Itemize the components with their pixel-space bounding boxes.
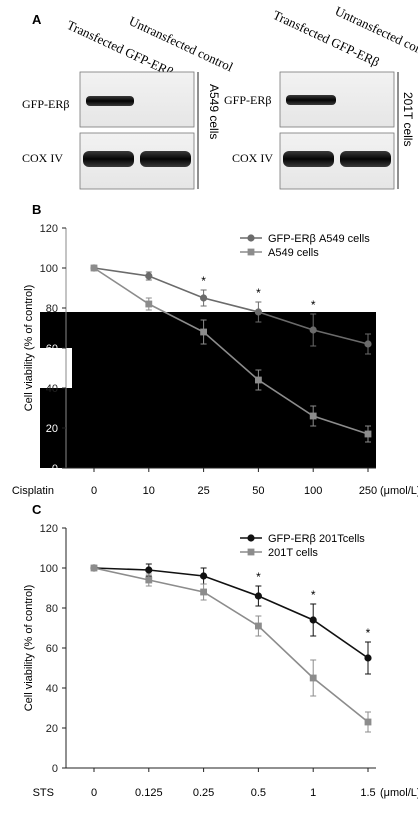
y-tick-label: 120: [40, 523, 58, 535]
blot-right: Transfected GFP-ERβ Untransfected contro…: [224, 3, 418, 190]
data-point: [309, 616, 317, 624]
panel-a-label: A: [32, 12, 42, 27]
y-tick-label: 80: [46, 603, 58, 615]
legend-label: A549 cells: [268, 247, 319, 259]
data-point: [90, 264, 98, 272]
blot-right-cellline: 201T cells: [401, 92, 415, 146]
chart-panel-c: C 0 20 40 60 80 100 120 Cell viability (% of con…: [23, 502, 418, 799]
y-tick-label: 20: [46, 423, 58, 435]
significance-marker: *: [201, 274, 206, 288]
blot-left-gfp-band: [86, 96, 134, 106]
data-point: [200, 294, 208, 302]
data-point: [145, 300, 153, 308]
significance-marker: *: [256, 570, 261, 584]
data-point: [364, 718, 372, 726]
y-axis-title: Cell viability (% of control): [23, 285, 35, 412]
series-line: [93, 267, 369, 345]
plot-fill-block: [40, 312, 376, 468]
x-tick-label: 0.125: [135, 787, 163, 799]
x-tick-label: 0.5: [251, 787, 266, 799]
data-point: [364, 340, 372, 348]
significance-marker: *: [366, 318, 371, 332]
x-axis-title: Cisplatin: [12, 485, 54, 497]
y-axis-title: Cell viability (% of control): [23, 585, 35, 712]
data-point: [200, 572, 208, 580]
y-tick-label: 100: [40, 563, 58, 575]
significance-marker: *: [256, 286, 261, 300]
data-point: [255, 622, 262, 630]
blot-right-cox-band-2: [340, 151, 391, 167]
series-line: [93, 267, 369, 435]
significance-marker: *: [311, 298, 316, 312]
legend-label: 201T cells: [268, 547, 318, 559]
y-tick-label: 40: [46, 383, 58, 395]
y-tick-label: 100: [40, 263, 58, 275]
data-point: [145, 272, 153, 280]
significance-marker: *: [311, 588, 316, 602]
data-point: [200, 588, 207, 596]
x-tick-label: 10: [143, 485, 155, 497]
legend-label: GFP-ERβ A549 cells: [268, 233, 370, 245]
y-tick-label: 60: [46, 343, 58, 355]
y-tick-label: 60: [46, 643, 58, 655]
data-point: [309, 412, 317, 420]
data-point: [364, 654, 372, 662]
x-tick-label: 1: [310, 787, 316, 799]
data-point: [200, 328, 207, 336]
x-tick-label: 25: [197, 485, 209, 497]
data-point: [90, 564, 98, 572]
y-tick-label: 0: [52, 763, 58, 775]
blot-right-cox-band-1: [283, 151, 334, 167]
legend-swatch-marker: [247, 534, 255, 542]
data-point: [255, 376, 262, 384]
x-tick-label: 1.5: [360, 787, 375, 799]
y-tick-label: 20: [46, 723, 58, 735]
data-point: [145, 566, 153, 574]
x-tick-label: 50: [252, 485, 264, 497]
blot-right-gfp-band: [286, 95, 336, 105]
y-tick-label: 40: [46, 683, 58, 695]
blot-right-row1-label: GFP-ERβ: [224, 93, 271, 107]
x-axis-unit: (μmol/L): [380, 485, 418, 497]
x-tick-label: 250: [359, 485, 377, 497]
data-point: [309, 674, 317, 682]
x-tick-label: 100: [304, 485, 322, 497]
plot-fill-gap: [40, 348, 72, 388]
blot-left-row1-label: GFP-ERβ: [22, 97, 69, 111]
y-tick-label: 120: [40, 223, 58, 235]
blot-right-row2-label: COX IV: [232, 151, 273, 165]
blot-left-cox-band-1: [83, 151, 134, 167]
x-tick-label: 0.25: [193, 787, 214, 799]
significance-marker: *: [366, 626, 371, 640]
data-point: [145, 576, 153, 584]
panel-label: B: [32, 202, 41, 217]
y-tick-label: 80: [46, 303, 58, 315]
blot-left-cellline: A549 cells: [207, 84, 221, 139]
legend-swatch-marker: [247, 248, 255, 256]
x-tick-label: 0: [91, 485, 97, 497]
x-tick-label: 0: [91, 787, 97, 799]
blot-left: Transfected GFP-ERβ Untransfected contro…: [22, 13, 236, 190]
x-axis-title: STS: [33, 787, 54, 799]
blot-left-row2-label: COX IV: [22, 151, 63, 165]
data-point: [364, 430, 372, 438]
legend-label: GFP-ERβ 201Tcells: [268, 533, 365, 545]
legend-swatch-marker: [247, 234, 255, 242]
legend-swatch-marker: [247, 548, 255, 556]
y-tick-label: 0: [52, 463, 58, 475]
series-line: [93, 567, 369, 659]
blot-left-cox-band-2: [140, 151, 191, 167]
series-line: [93, 567, 369, 723]
data-point: [254, 308, 262, 316]
panel-label: C: [32, 502, 42, 517]
data-point: [309, 326, 317, 334]
data-point: [254, 592, 262, 600]
x-axis-unit: (μmol/L): [380, 787, 418, 799]
